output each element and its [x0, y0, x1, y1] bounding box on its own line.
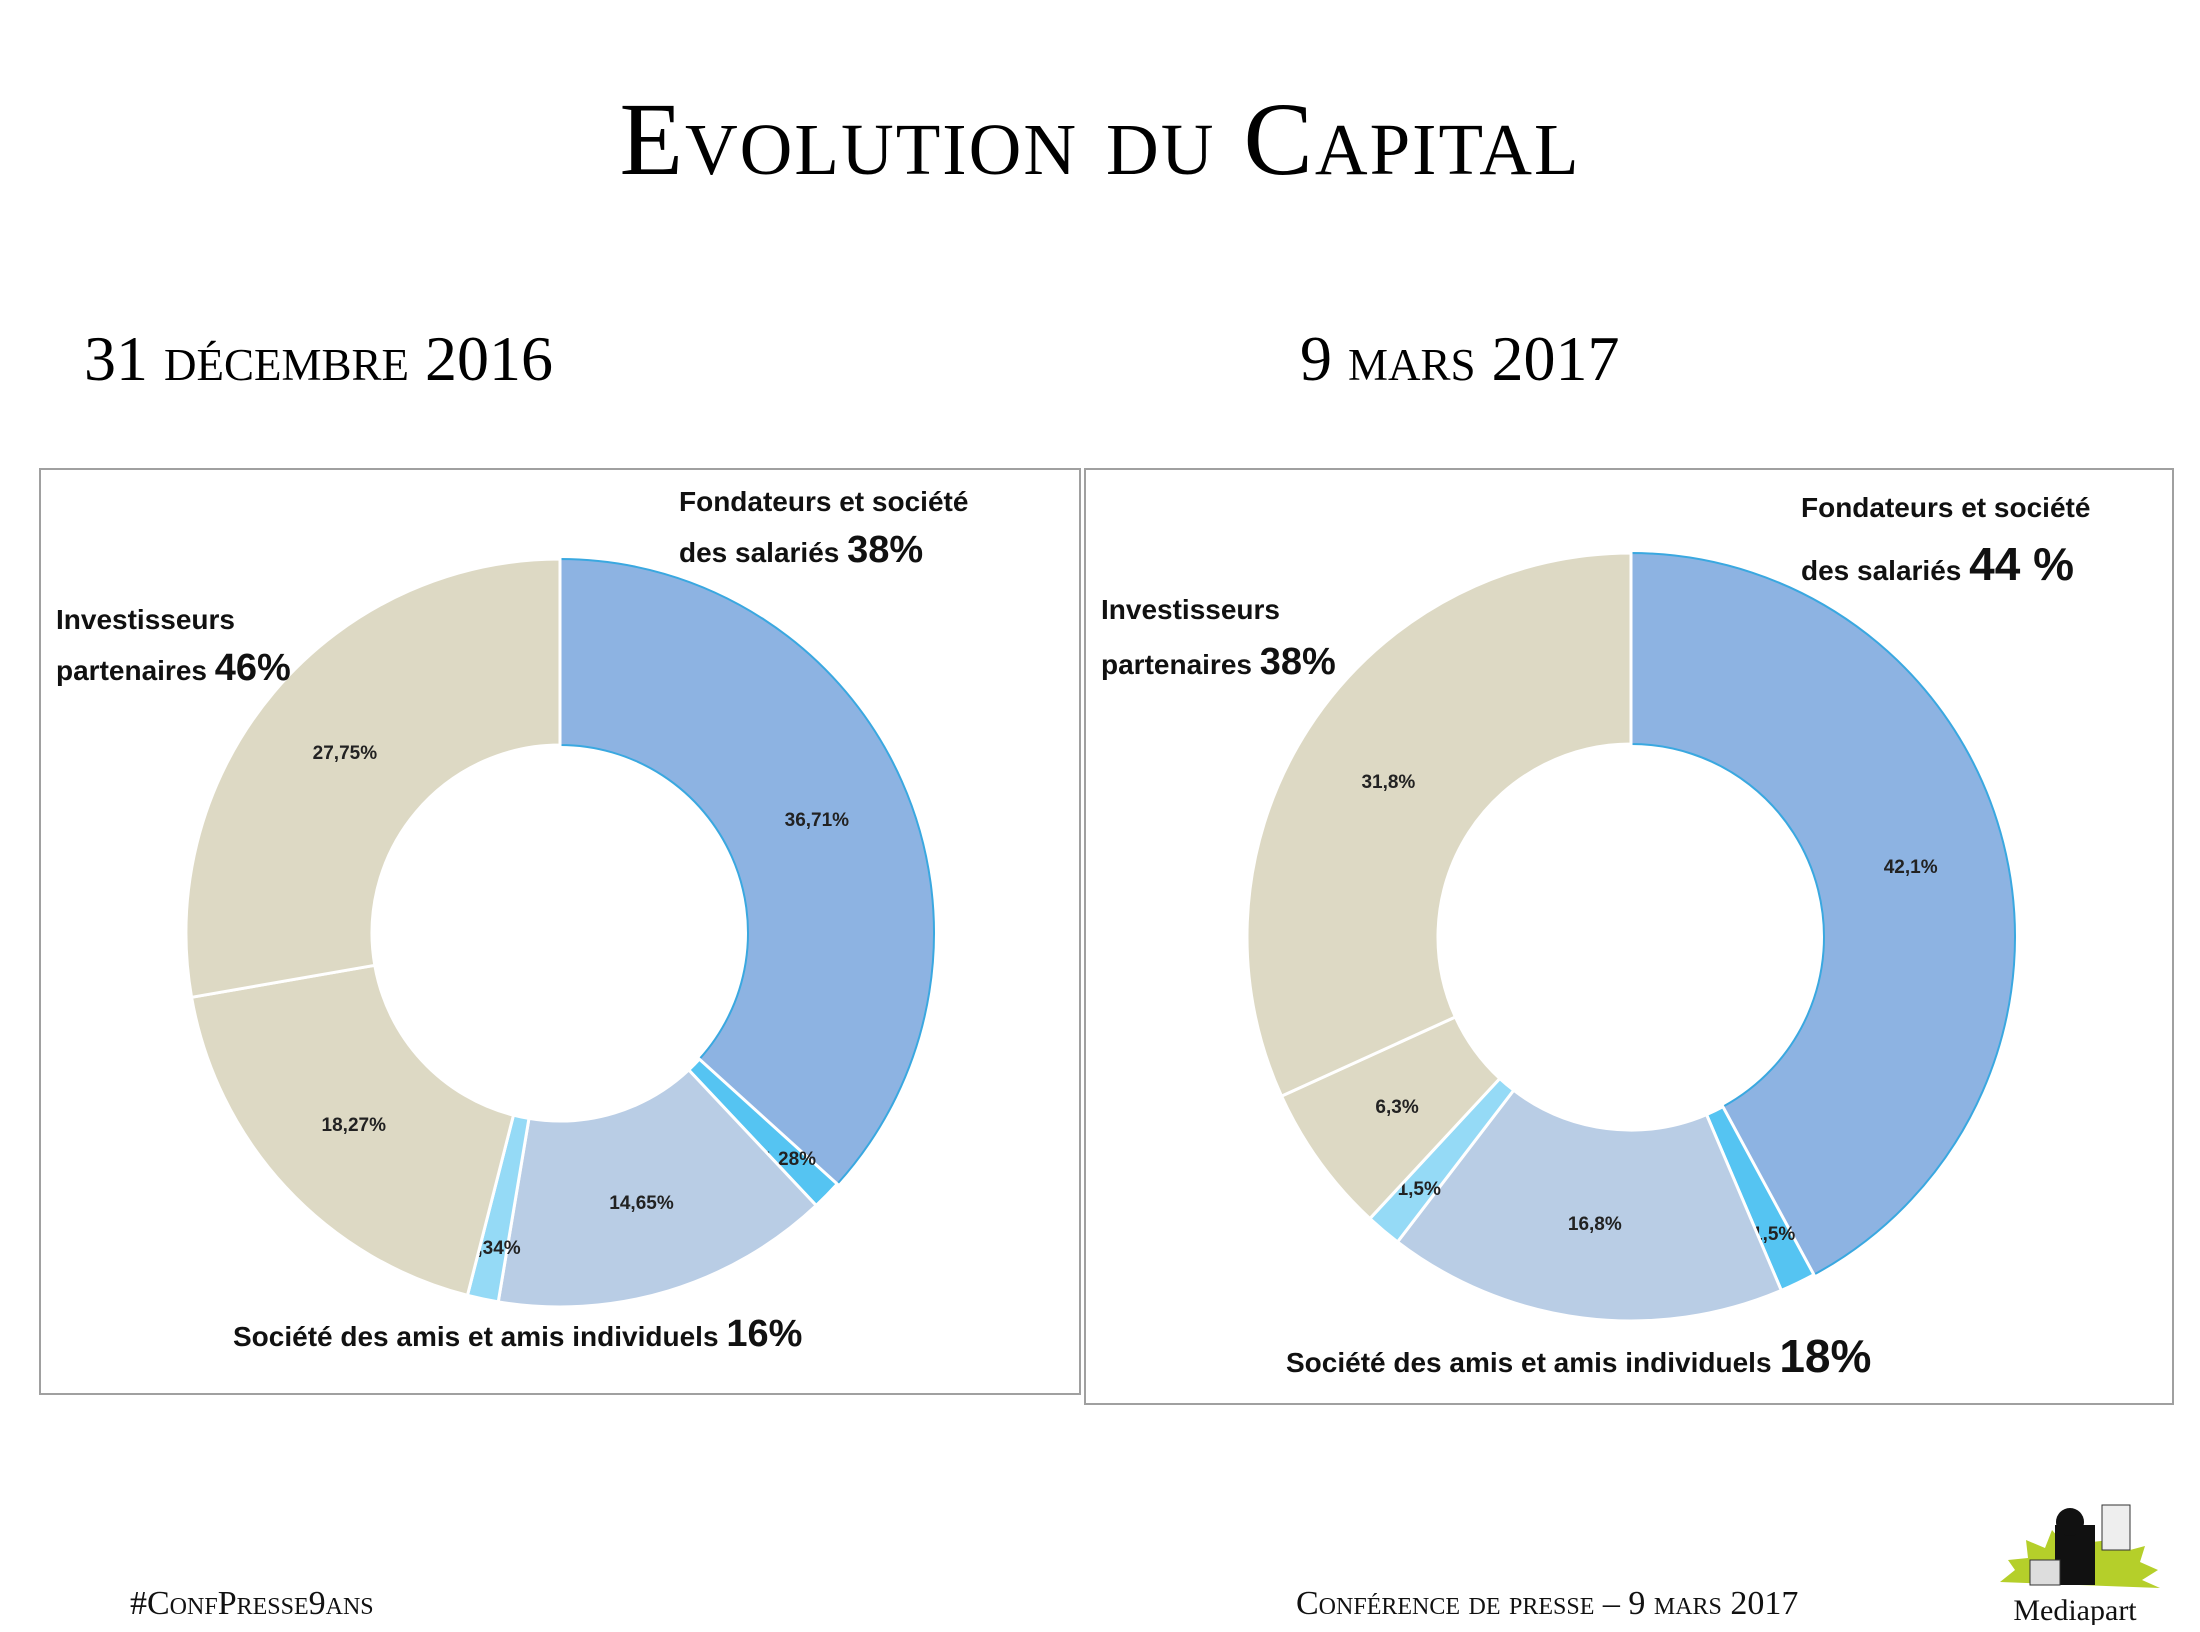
logo-text: Mediapart — [2013, 1594, 2137, 1625]
donut-slice — [496, 1067, 819, 1309]
donut-slice — [1395, 1088, 1784, 1323]
group-label-amis: Société des amis et amis individuels 18% — [1286, 1330, 1872, 1382]
slice-data-label: 31,8% — [1361, 772, 1415, 793]
slice-data-label: 36,71% — [785, 810, 850, 831]
donut-slice — [189, 963, 516, 1298]
chart-2016-panel: 36,71% 1,28% 14,65% 1,34% 18,27% 27,75% Fonda… — [39, 468, 1081, 1395]
slice-data-label: 18,27% — [322, 1115, 387, 1136]
donut-slice — [559, 557, 935, 1186]
footer-event: Conférence de presse – 9 mars 2017 — [1296, 1585, 1799, 1622]
mediapart-logo: Mediapart — [1970, 1500, 2180, 1627]
footer-hashtag: #ConfPresse9ans — [130, 1585, 374, 1622]
slice-data-label: 14,65% — [609, 1193, 674, 1214]
group-label-fondateurs: Fondateurs et société des salariés 44 % — [1801, 492, 2091, 590]
slide-title: Evolution du Capital — [619, 82, 1581, 197]
chart-title-2017: 9 mars 2017 — [1300, 323, 1620, 394]
slice-data-label: 1,5% — [1752, 1224, 1795, 1245]
chart-2017-panel: 42,1% 1,5% 16,8% 1,5% 6,3% 31,8% Fondateurs e… — [1084, 468, 2174, 1405]
slice-data-label: 42,1% — [1884, 857, 1938, 878]
slice-data-label: 1,5% — [1398, 1179, 1441, 1200]
donut-slice — [184, 557, 562, 1000]
donut-chart-2017: 42,1% 1,5% 16,8% 1,5% 6,3% 31,8% — [1245, 551, 2016, 1323]
group-label-investisseurs: Investisseurs partenaires 38% — [1101, 594, 1336, 683]
slice-data-label: 16,8% — [1568, 1214, 1622, 1235]
group-label-amis: Société des amis et amis individuels 16% — [233, 1313, 803, 1355]
group-label-fondateurs: Fondateurs et société des salariés 38% — [679, 486, 969, 571]
slice-data-label: 6,3% — [1375, 1097, 1418, 1118]
chart-title-2016: 31 décembre 2016 — [84, 323, 554, 394]
donut-slice — [1630, 551, 2016, 1277]
slice-data-label: 27,75% — [313, 743, 378, 764]
donut-slice — [1245, 551, 1633, 1099]
donut-chart-2016: 36,71%1,28%14,65%1,34%18,27%27,75% — [184, 557, 935, 1309]
group-label-investisseurs: Investisseurs partenaires 46% — [56, 604, 291, 689]
